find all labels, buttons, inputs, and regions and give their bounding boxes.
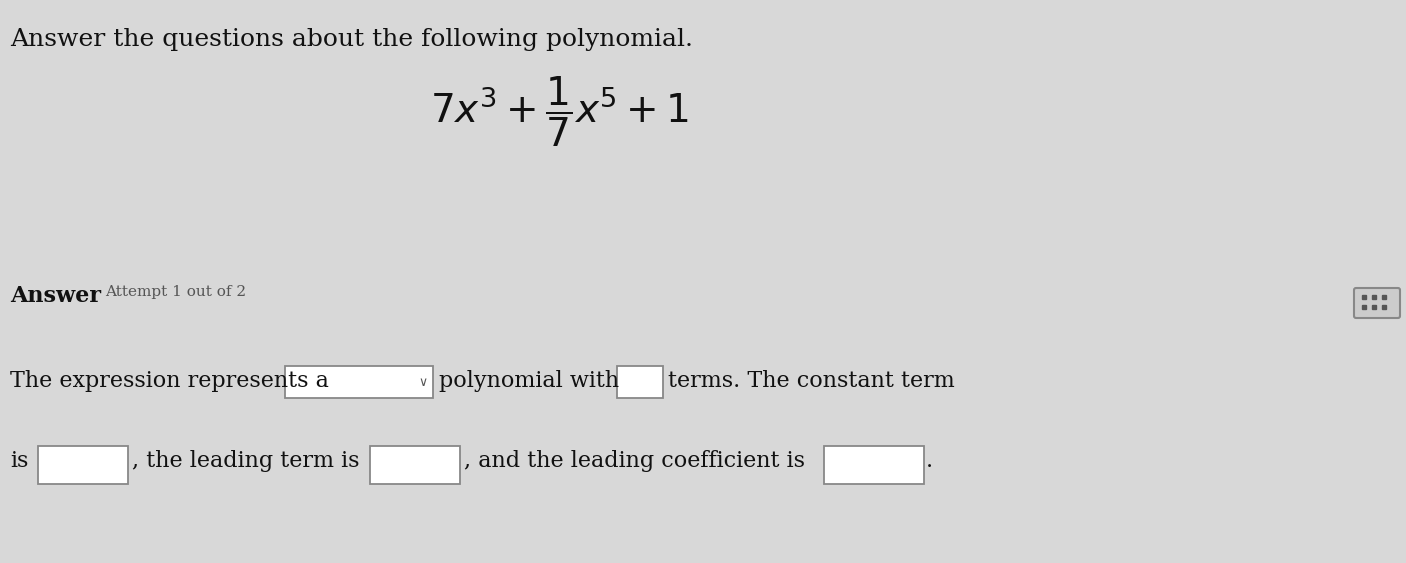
Text: polynomial with: polynomial with <box>439 370 619 392</box>
Text: Attempt 1 out of 2: Attempt 1 out of 2 <box>105 285 246 299</box>
Text: $7x^3 + \dfrac{1}{7}x^5 + 1$: $7x^3 + \dfrac{1}{7}x^5 + 1$ <box>430 75 689 149</box>
Text: , the leading term is: , the leading term is <box>132 450 360 472</box>
Text: The expression represents a: The expression represents a <box>10 370 329 392</box>
FancyBboxPatch shape <box>285 366 433 398</box>
FancyBboxPatch shape <box>1354 288 1400 318</box>
Text: ∨: ∨ <box>419 376 427 388</box>
FancyBboxPatch shape <box>370 446 460 484</box>
Text: Answer: Answer <box>10 285 101 307</box>
Text: is: is <box>10 450 28 472</box>
Text: Answer the questions about the following polynomial.: Answer the questions about the following… <box>10 28 693 51</box>
FancyBboxPatch shape <box>824 446 924 484</box>
Text: .: . <box>927 450 934 472</box>
FancyBboxPatch shape <box>38 446 128 484</box>
Text: terms. The constant term: terms. The constant term <box>668 370 955 392</box>
Text: , and the leading coefficient is: , and the leading coefficient is <box>464 450 806 472</box>
FancyBboxPatch shape <box>617 366 664 398</box>
